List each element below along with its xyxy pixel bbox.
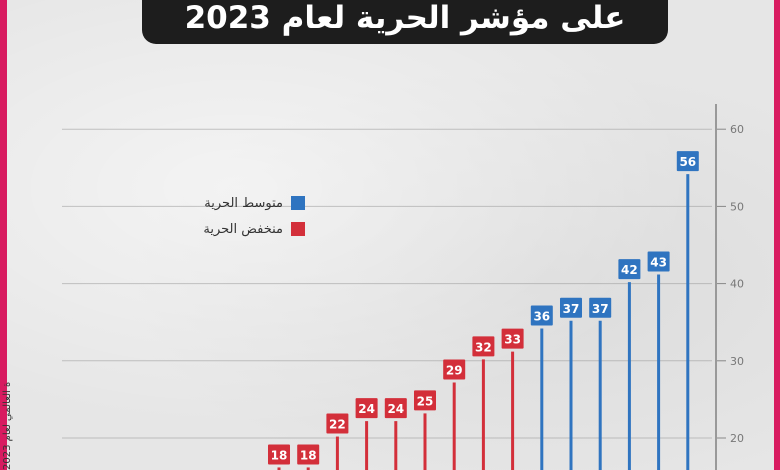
bar-label-box [384, 398, 407, 419]
bar-value-label: 56 [679, 155, 696, 169]
bar-label-box [530, 305, 553, 326]
legend-item-not-free: منخفض الحرية [160, 216, 305, 242]
bar-label-box [297, 444, 320, 465]
bar-value-label: 37 [592, 302, 609, 316]
bar-value-label: 18 [300, 448, 317, 462]
bar-label-box [268, 444, 290, 465]
bar-value-label: 24 [358, 402, 375, 416]
y-tick-label: 50 [730, 200, 744, 213]
bar-value-label: 33 [504, 333, 521, 347]
bar-value-label: 43 [650, 255, 667, 269]
bar-label-box [414, 390, 436, 411]
bar-value-label: 24 [387, 402, 404, 416]
map-background [7, 0, 774, 470]
bar-value-label: 18 [271, 448, 288, 462]
bar-label-box [647, 251, 670, 272]
y-tick-label: 20 [730, 432, 744, 445]
legend-item-partly-free: متوسط الحرية [160, 190, 305, 216]
bar-value-label: 29 [446, 364, 463, 378]
legend-label-not-free: منخفض الحرية [203, 221, 283, 237]
chart-title: على مؤشر الحرية لعام 2023 [142, 0, 668, 44]
bar-label-box [355, 398, 378, 419]
bar-value-label: 22 [329, 418, 346, 432]
left-border [0, 0, 7, 470]
bar-label-box [443, 359, 466, 380]
bar-label-box [618, 259, 641, 280]
bar-label-box [326, 413, 349, 434]
legend-swatch-not-free [291, 222, 305, 236]
bar-label-box [501, 328, 524, 349]
bar-value-label: 36 [533, 309, 550, 323]
right-border [774, 0, 780, 470]
y-tick-label: 60 [730, 123, 744, 136]
bar-label-box [560, 297, 582, 318]
bar-value-label: 37 [563, 302, 580, 316]
bar-value-label: 42 [621, 263, 638, 277]
legend-swatch-partly-free [291, 196, 305, 210]
bar-value-label: 32 [475, 340, 492, 354]
y-tick-label: 40 [730, 278, 744, 291]
y-tick-label: 30 [730, 355, 744, 368]
bar-label-box [589, 297, 612, 318]
legend: متوسط الحرية منخفض الحرية [160, 190, 305, 242]
bar-label-box [676, 151, 699, 172]
bar-value-label: 25 [417, 394, 434, 408]
bar-label-box [472, 336, 495, 357]
source-note: ة العالمي لعام 2023 [2, 381, 13, 470]
legend-label-partly-free: متوسط الحرية [204, 195, 283, 211]
